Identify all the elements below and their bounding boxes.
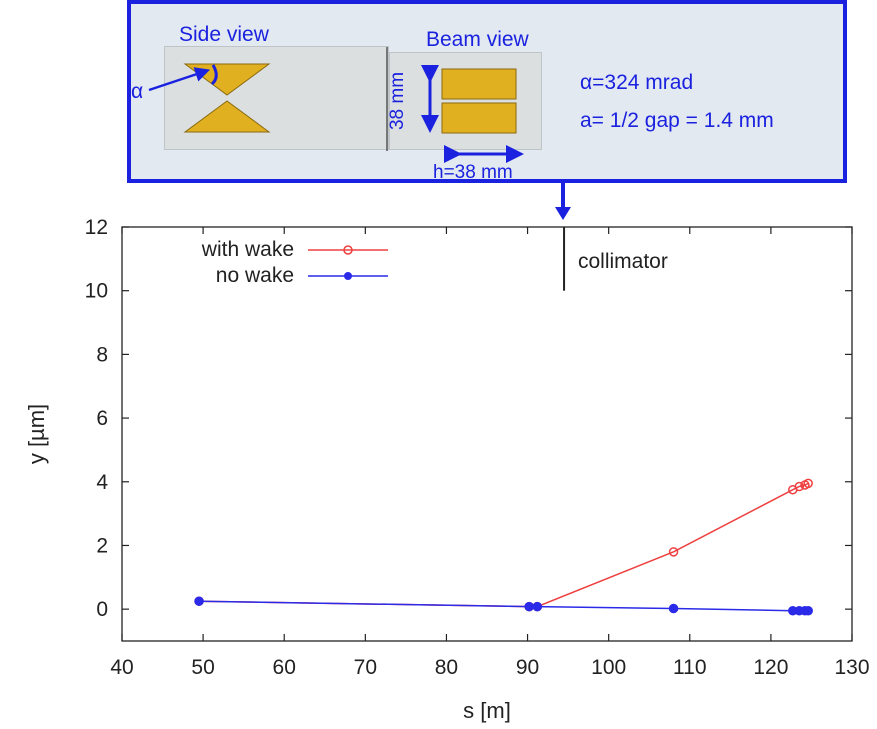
data-point-series-0 (794, 481, 805, 492)
x-tick-label: 60 (273, 656, 296, 679)
panel-connector-arrowhead (555, 207, 571, 220)
x-tick-label: 110 (673, 656, 706, 679)
lower-jaw-beam (441, 102, 517, 134)
collimator-label: collimator (578, 250, 668, 273)
x-tick-label: 40 (110, 656, 133, 679)
y-tick-label: 0 (96, 598, 108, 621)
x-tick-label: 130 (834, 656, 869, 679)
side-view-picture (164, 46, 389, 151)
x-tick-label: 100 (591, 656, 626, 679)
series-line-0 (199, 482, 809, 608)
y-tick-label: 2 (96, 534, 108, 557)
data-point-series-1 (668, 603, 679, 614)
y-tick-label: 6 (96, 407, 108, 430)
x-tick-label: 90 (516, 656, 539, 679)
data-point-series-0 (803, 478, 813, 489)
width-label: h=38 mm (433, 162, 513, 183)
lower-jaw (183, 100, 271, 133)
x-tick-label: 120 (753, 656, 788, 679)
upper-jaw-beam (441, 68, 517, 100)
alpha-pointer-arrow (148, 67, 211, 92)
data-point-series-1 (532, 601, 543, 612)
x-tick-label: 80 (435, 656, 458, 679)
y-axis-label: y [µm] (24, 404, 49, 464)
plot-frame (121, 226, 853, 642)
legend-label-with-wake: with wake (201, 238, 294, 261)
y-tick-label: 4 (96, 471, 108, 494)
y-tick-label: 10 (85, 280, 108, 303)
legend-marker-no-wake (344, 272, 352, 280)
alpha-arc (210, 64, 218, 86)
jaw-shapes-beam (441, 68, 517, 134)
series-line-1 (199, 600, 809, 612)
legend-marker-with-wake (343, 245, 353, 255)
y-tick-label: 12 (85, 216, 108, 239)
x-axis-label: s [m] (463, 698, 511, 723)
param-alpha: α=324 mrad (580, 71, 694, 94)
beam-view-label: Beam view (426, 28, 529, 51)
x-tick-label: 50 (191, 656, 214, 679)
data-point-series-0 (668, 547, 679, 557)
height-label: 38 mm (387, 71, 409, 131)
beam-view-picture (389, 52, 542, 150)
side-view-label: Side view (179, 23, 269, 46)
param-gap: a= 1/2 gap = 1.4 mm (580, 109, 774, 132)
panel-arrows (148, 65, 524, 163)
data-point-series-1 (524, 601, 534, 612)
collimator-inset-panel: Side view Beam view α 38 mm h=38 mm α=32… (127, 0, 847, 183)
data-point-series-1 (194, 596, 204, 606)
legend-label-no-wake: no wake (216, 264, 294, 287)
y-tick-label: 8 (96, 343, 108, 366)
data-point-series-1 (803, 605, 813, 616)
alpha-label: α (131, 80, 144, 103)
x-tick-label: 70 (354, 656, 377, 679)
